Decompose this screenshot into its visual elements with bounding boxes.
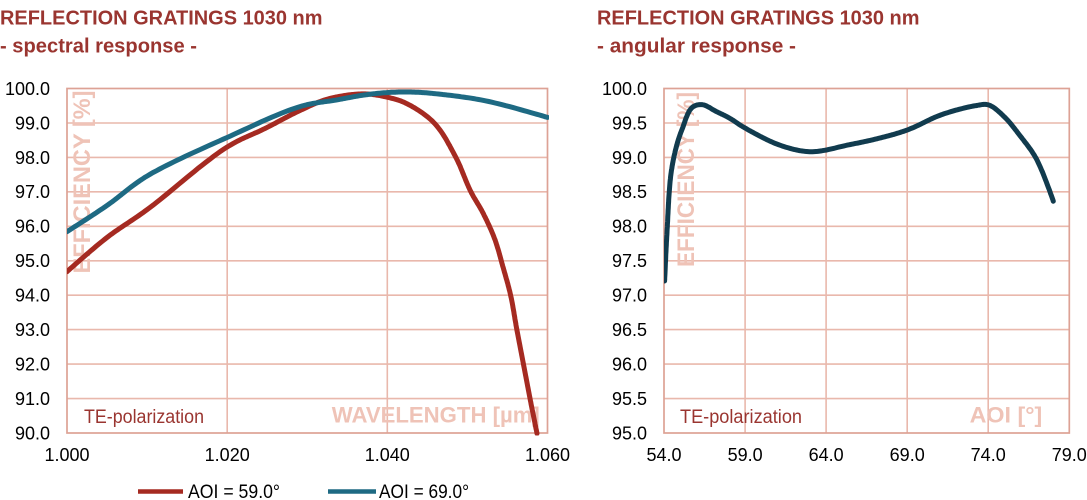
svg-text:EFFICIENCY [%]: EFFICIENCY [%] bbox=[69, 91, 96, 274]
svg-text:54.0: 54.0 bbox=[646, 445, 681, 465]
svg-text:96.0: 96.0 bbox=[15, 217, 50, 237]
svg-text:93.0: 93.0 bbox=[15, 320, 50, 340]
svg-text:99.5: 99.5 bbox=[612, 113, 647, 133]
svg-text:AOI = 59.0°: AOI = 59.0° bbox=[188, 482, 280, 500]
svg-text:99.0: 99.0 bbox=[612, 148, 647, 168]
svg-text:95.5: 95.5 bbox=[612, 389, 647, 409]
svg-text:AOI = 69.0°: AOI = 69.0° bbox=[379, 482, 469, 500]
svg-text:WAVELENGTH [µm]: WAVELENGTH [µm] bbox=[332, 403, 540, 428]
svg-text:74.0: 74.0 bbox=[971, 445, 1006, 465]
svg-text:1.040: 1.040 bbox=[365, 445, 410, 465]
svg-text:TE-polarization: TE-polarization bbox=[84, 407, 204, 428]
svg-text:91.0: 91.0 bbox=[15, 389, 50, 409]
svg-text:1.000: 1.000 bbox=[44, 445, 89, 465]
svg-text:AOI [°]: AOI [°] bbox=[970, 403, 1043, 428]
svg-text:100.0: 100.0 bbox=[602, 79, 647, 99]
svg-text:97.0: 97.0 bbox=[15, 182, 50, 202]
svg-text:REFLECTION GRATINGS 1030 nm: REFLECTION GRATINGS 1030 nm bbox=[597, 8, 920, 30]
svg-text:97.0: 97.0 bbox=[612, 286, 647, 306]
svg-text:94.0: 94.0 bbox=[15, 286, 50, 306]
svg-text:100.0: 100.0 bbox=[5, 79, 50, 99]
svg-text:69.0: 69.0 bbox=[890, 445, 925, 465]
svg-text:REFLECTION GRATINGS 1030 nm: REFLECTION GRATINGS 1030 nm bbox=[0, 8, 323, 30]
svg-text:95.0: 95.0 bbox=[612, 423, 647, 443]
svg-text:TE-polarization: TE-polarization bbox=[680, 407, 802, 428]
svg-text:92.0: 92.0 bbox=[15, 355, 50, 375]
svg-text:59.0: 59.0 bbox=[728, 445, 763, 465]
svg-text:97.5: 97.5 bbox=[612, 251, 647, 271]
svg-text:1.060: 1.060 bbox=[525, 445, 570, 465]
svg-text:- spectral response -: - spectral response - bbox=[0, 36, 197, 58]
svg-text:98.0: 98.0 bbox=[612, 217, 647, 237]
svg-text:95.0: 95.0 bbox=[15, 251, 50, 271]
svg-text:64.0: 64.0 bbox=[809, 445, 844, 465]
svg-text:99.0: 99.0 bbox=[15, 113, 50, 133]
svg-text:- angular response -: - angular response - bbox=[597, 36, 796, 58]
svg-text:98.5: 98.5 bbox=[612, 182, 647, 202]
svg-text:96.0: 96.0 bbox=[612, 355, 647, 375]
svg-text:98.0: 98.0 bbox=[15, 148, 50, 168]
svg-text:90.0: 90.0 bbox=[15, 423, 50, 443]
svg-text:1.020: 1.020 bbox=[205, 445, 250, 465]
svg-text:79.0: 79.0 bbox=[1052, 445, 1087, 465]
svg-text:96.5: 96.5 bbox=[612, 320, 647, 340]
